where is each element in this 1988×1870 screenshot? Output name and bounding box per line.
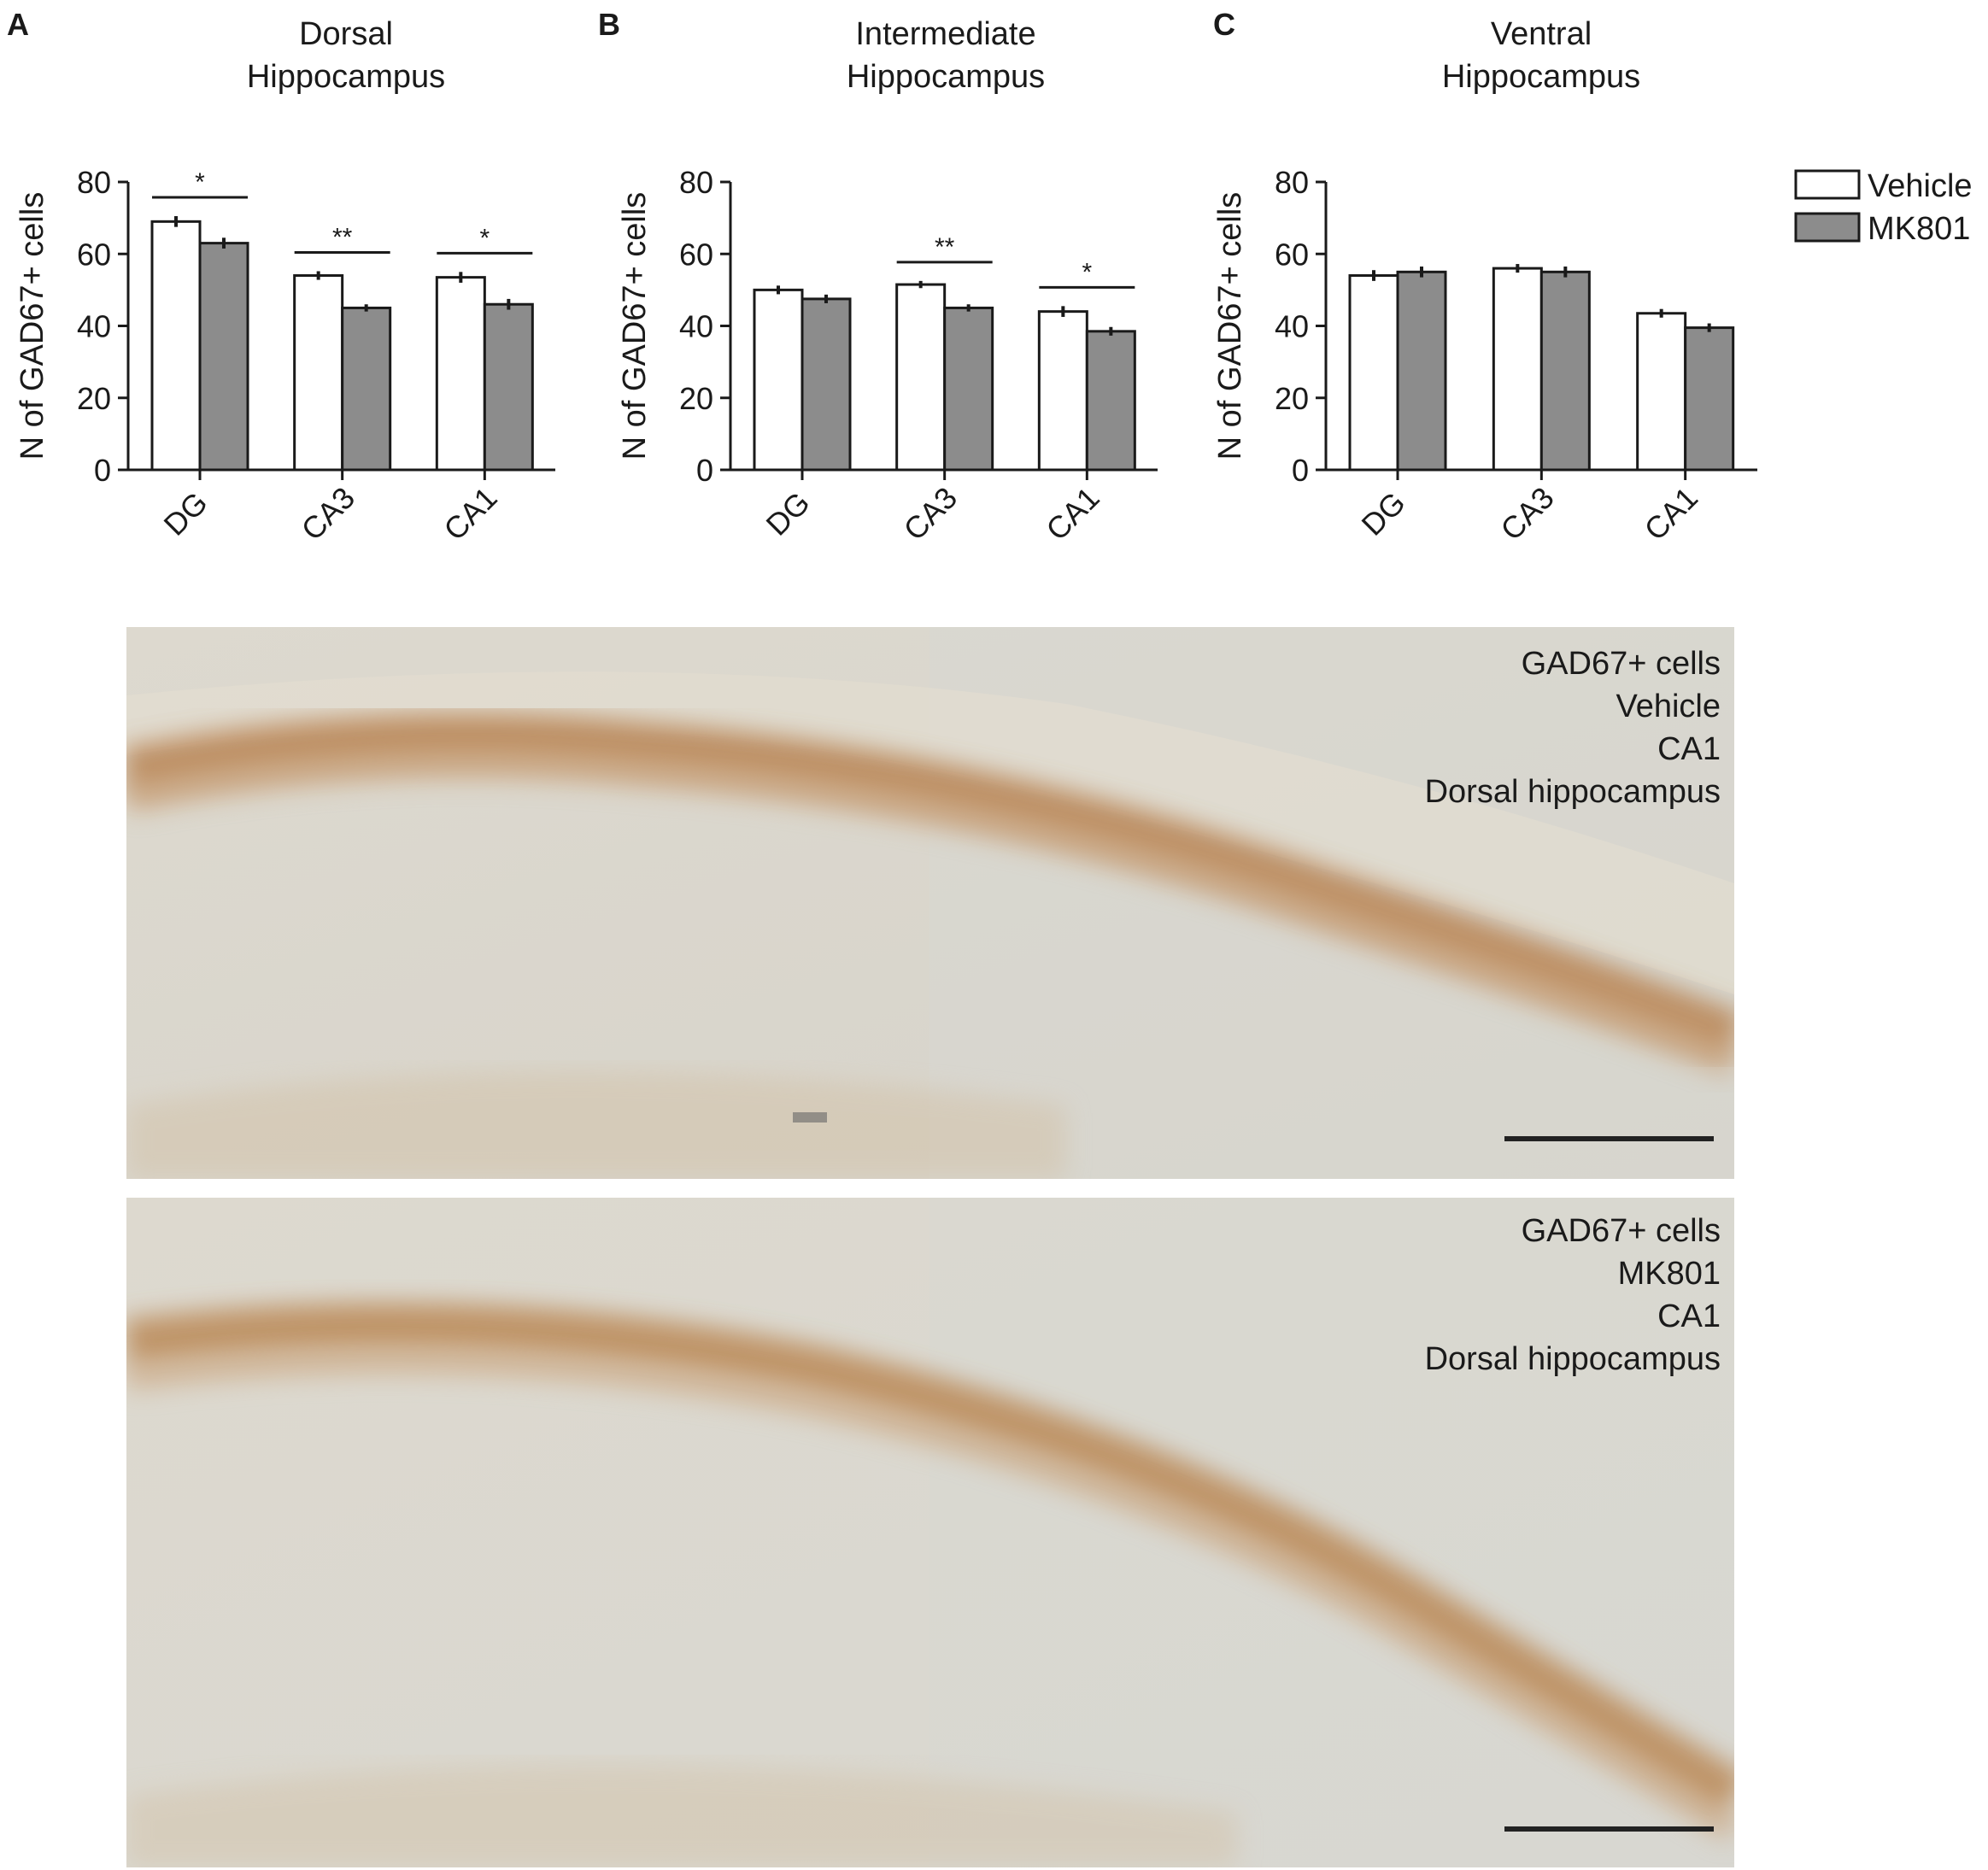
- panel-a-title-line1: Dorsal: [299, 16, 393, 52]
- y-tick-label: 0: [1292, 453, 1309, 488]
- bar-vehicle: [895, 283, 947, 472]
- bar-vehicle: [753, 288, 804, 472]
- panel-c-title-line1: Ventral: [1491, 16, 1592, 52]
- legend-swatch-mk801: [1794, 212, 1861, 243]
- y-tick-label: 80: [679, 165, 713, 200]
- x-tick-label: CA3: [295, 480, 362, 548]
- y-tick-label: 60: [679, 237, 713, 272]
- tissue-image-mk801: [126, 1198, 1734, 1867]
- micrograph-vehicle-line4: Dorsal hippocampus: [1424, 774, 1721, 810]
- y-tick-label: 60: [1275, 237, 1309, 272]
- bar-mk801: [341, 306, 392, 472]
- bar-mk801: [1684, 326, 1735, 472]
- legend-swatch-vehicle: [1794, 169, 1861, 200]
- panel-b-title-line1: Intermediate: [855, 16, 1035, 52]
- y-tick-label: 0: [94, 453, 111, 488]
- y-tick-label: 0: [696, 453, 713, 488]
- x-tick-label: CA1: [437, 480, 504, 548]
- chart-dorsal: 0 20 40 60 80 N of GAD67+ cells DG * CA3 ** CA1 *: [15, 165, 555, 547]
- scale-bar: [1504, 1826, 1714, 1832]
- micrograph-vehicle-line2: Vehicle: [1616, 689, 1721, 724]
- y-axis-label: N of GAD67+ cells: [15, 192, 50, 460]
- panel-letter-a: A: [7, 7, 29, 42]
- micrograph-mk801: GAD67+ cells MK801 CA1 Dorsal hippocampu…: [126, 1198, 1734, 1867]
- bar-mk801: [198, 242, 249, 472]
- x-tick-label: CA3: [1493, 480, 1561, 548]
- legend-label-vehicle: Vehicle: [1868, 168, 1973, 204]
- x-tick-label: CA1: [1039, 480, 1106, 548]
- micrograph-vehicle-line1: GAD67+ cells: [1521, 646, 1721, 682]
- micrograph-mk801-line2: MK801: [1617, 1256, 1721, 1292]
- x-tick-label: DG: [1355, 485, 1412, 542]
- bar-vehicle: [1037, 310, 1088, 472]
- y-tick-label: 60: [77, 237, 111, 272]
- bar-vehicle: [293, 274, 344, 472]
- tissue-image-vehicle: [126, 627, 1734, 1179]
- y-tick-label: 80: [1275, 165, 1309, 200]
- chart-intermediate: 0 20 40 60 80 N of GAD67+ cells DG CA3 ** CA1 *: [617, 165, 1158, 547]
- bar-mk801: [483, 302, 534, 472]
- bar-charts: Dorsal Hippocampus Intermediate Hippocam…: [15, 16, 1973, 547]
- micrograph-mk801-line3: CA1: [1657, 1298, 1721, 1334]
- legend-label-mk801: MK801: [1868, 211, 1970, 247]
- y-tick-label: 40: [1275, 309, 1309, 344]
- y-tick-label: 40: [679, 309, 713, 344]
- panel-c-title-line2: Hippocampus: [1442, 59, 1640, 95]
- scale-bar: [1504, 1136, 1714, 1141]
- bar-mk801: [1085, 330, 1136, 472]
- significance-label: *: [479, 224, 490, 252]
- legend: Vehicle MK801: [1794, 168, 1973, 247]
- significance-label: *: [1082, 258, 1092, 286]
- panel-b-title-line2: Hippocampus: [847, 59, 1045, 95]
- y-tick-label: 20: [1275, 381, 1309, 416]
- bar-mk801: [1396, 270, 1447, 472]
- panel-letter-c: C: [1213, 7, 1235, 42]
- bar-mk801: [800, 297, 852, 472]
- bar-vehicle: [150, 220, 202, 472]
- micrograph-vehicle-label: GAD67+ cells Vehicle CA1 Dorsal hippocam…: [1425, 642, 1721, 813]
- bar-vehicle: [435, 276, 486, 472]
- bar-vehicle: [1492, 267, 1543, 472]
- y-axis-label: N of GAD67+ cells: [617, 192, 653, 460]
- chart-ventral: 0 20 40 60 80 N of GAD67+ cells DG CA3 CA1: [1212, 165, 1757, 547]
- y-tick-label: 40: [77, 309, 111, 344]
- y-tick-label: 20: [679, 381, 713, 416]
- y-axis-label: N of GAD67+ cells: [1212, 192, 1248, 460]
- bar-vehicle: [1636, 312, 1687, 472]
- x-tick-label: CA3: [897, 480, 965, 548]
- x-tick-label: DG: [157, 485, 214, 542]
- panel-a-title-line2: Hippocampus: [247, 59, 445, 95]
- y-tick-label: 20: [77, 381, 111, 416]
- x-tick-label: CA1: [1638, 480, 1705, 548]
- micrograph-mk801-label: GAD67+ cells MK801 CA1 Dorsal hippocampu…: [1425, 1210, 1721, 1381]
- bar-mk801: [1539, 270, 1591, 472]
- y-tick-label: 80: [77, 165, 111, 200]
- bar-mk801: [943, 306, 994, 472]
- significance-label: **: [935, 233, 955, 261]
- micrograph-mk801-line1: GAD67+ cells: [1521, 1213, 1721, 1249]
- micrograph-mk801-line4: Dorsal hippocampus: [1424, 1341, 1721, 1377]
- bar-vehicle: [1348, 274, 1399, 472]
- significance-label: **: [332, 223, 353, 251]
- panel-letter-b: B: [598, 7, 620, 42]
- significance-label: *: [195, 168, 205, 196]
- x-tick-label: DG: [759, 485, 817, 542]
- micrograph-vehicle: GAD67+ cells Vehicle CA1 Dorsal hippocam…: [126, 627, 1734, 1179]
- micrograph-vehicle-line3: CA1: [1657, 731, 1721, 767]
